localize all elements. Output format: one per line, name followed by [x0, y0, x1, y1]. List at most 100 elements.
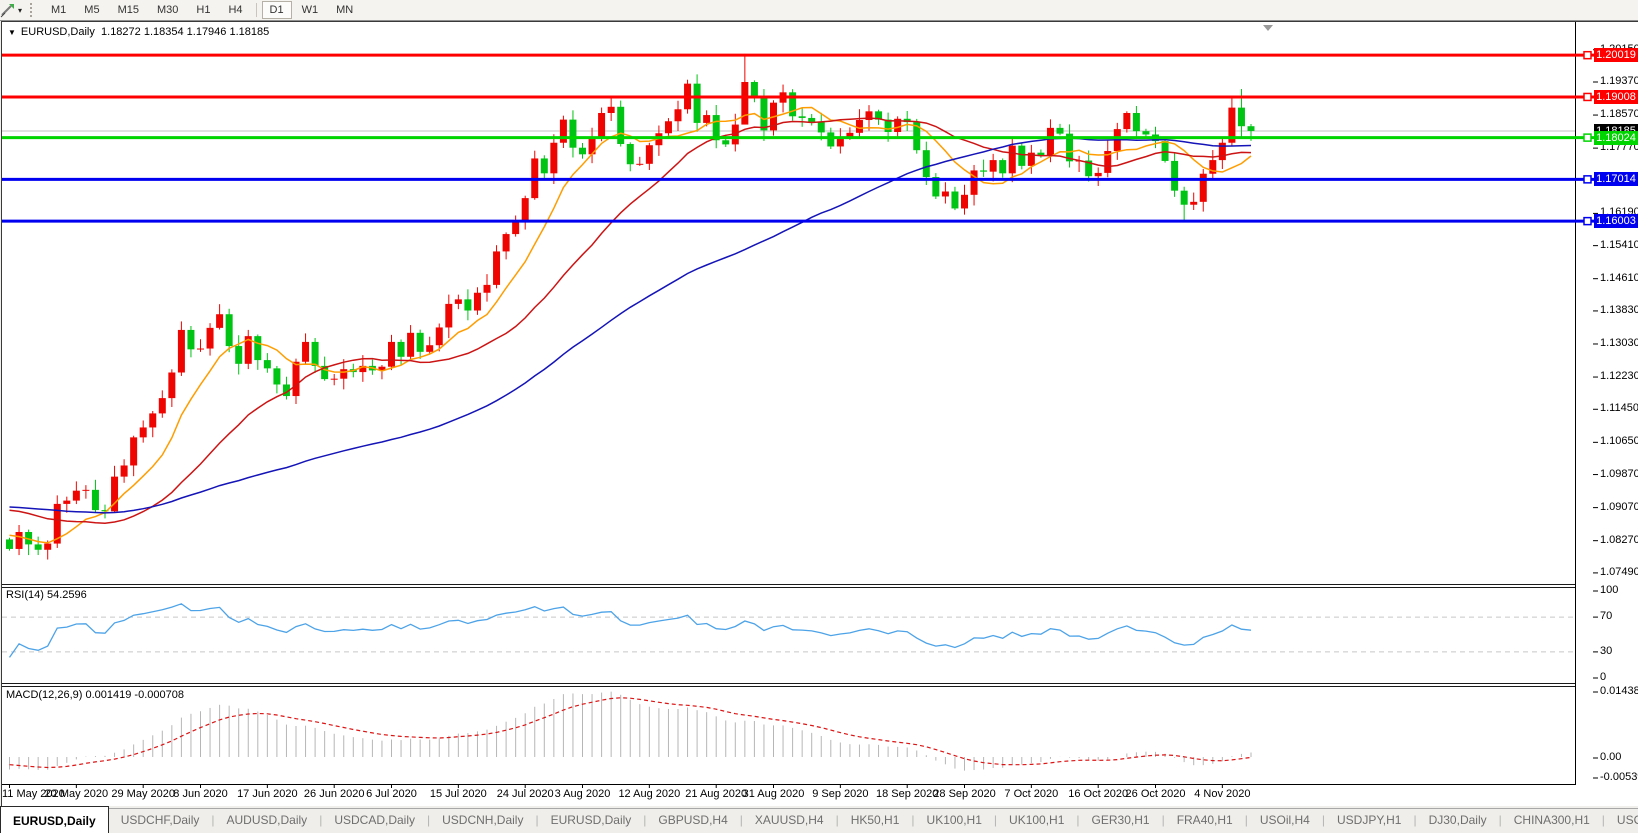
price-label-hline-3: 1.17014 [1594, 172, 1638, 187]
chart-cursor-icon[interactable] [0, 2, 16, 18]
price-axis-tick: 1.18570 [1600, 108, 1638, 121]
chart-tab-usoil-h4[interactable]: USOil,H4 [1259, 813, 1310, 827]
tab-separator: | [1413, 813, 1417, 827]
toolbar-drag-grip[interactable] [30, 3, 36, 17]
tab-separator: | [1601, 813, 1605, 827]
chart-tab-uk100-h1[interactable]: UK100,H1 [1009, 813, 1065, 827]
toolbar: ▾ M1 M5 M15 M30 H1 H4 D1 W1 MN [0, 0, 1638, 21]
date-axis-label: 6 Jul 2020 [366, 788, 417, 800]
tab-separator: | [535, 813, 539, 827]
date-axis-label: 28 Sep 2020 [933, 788, 996, 800]
price-axis-tick: 1.13030 [1600, 336, 1638, 349]
tab-separator: | [1244, 813, 1248, 827]
chart-tab-dj30-daily[interactable]: DJ30,Daily [1428, 813, 1487, 827]
date-axis-label: 11 May 2020 [2, 788, 65, 800]
date-axis-label: 4 Nov 2020 [1194, 788, 1251, 800]
date-axis-label: 18 Sep 2020 [875, 788, 939, 800]
tab-separator: | [1076, 813, 1080, 827]
date-axis-label: 20 May 2020 [44, 788, 109, 800]
date-axis-label: 29 May 2020 [111, 788, 175, 800]
timeframe-button-w1[interactable]: W1 [301, 4, 319, 16]
chart-tab-eurusd-daily[interactable]: EURUSD,Daily [550, 813, 632, 827]
tab-separator: | [643, 813, 647, 827]
date-axis-label: 15 Jul 2020 [429, 788, 487, 800]
price-axis-tick: 1.09070 [1600, 500, 1638, 513]
tab-separator: | [319, 813, 323, 827]
timeframe-button-mn[interactable]: MN [336, 4, 354, 16]
chart-title: ▼ EURUSD,Daily 1.18272 1.18354 1.17946 1.… [8, 26, 269, 38]
date-axis-label: 31 Aug 2020 [742, 788, 805, 800]
date-axis-label: 24 Jul 2020 [496, 788, 554, 800]
chart-tab-uk100-h1[interactable]: UK100,H1 [926, 813, 982, 827]
timeframe-button-m30[interactable]: M30 [156, 4, 179, 16]
rsi-pane-label: RSI(14) 54.2596 [6, 589, 87, 601]
price-axis-tick: 1.11450 [1600, 402, 1638, 415]
price-axis-tick: 1.12230 [1600, 370, 1638, 383]
chart-tab-gbpusd-h4[interactable]: GBPUSD,H4 [658, 813, 728, 827]
chart-tab-xauusd-h4[interactable]: XAUUSD,H4 [754, 813, 824, 827]
tab-separator: | [1161, 813, 1165, 827]
pane-resize-divider-macd[interactable] [2, 683, 1575, 687]
timeframe-button-h4[interactable]: H4 [228, 4, 243, 16]
price-axis-tick: 1.08270 [1600, 533, 1638, 546]
chart-tab-audusd-daily[interactable]: AUDUSD,Daily [226, 813, 308, 827]
macd-axis-tick: 0.014384 [1600, 685, 1638, 697]
timeframe-button-h1[interactable]: H1 [196, 4, 211, 16]
date-axis-label: 26 Jun 2020 [303, 788, 365, 800]
price-axis-tick: 1.07490 [1600, 565, 1638, 578]
tab-separator: | [739, 813, 743, 827]
date-axis-label: 9 Sep 2020 [812, 788, 869, 800]
date-axis-label: 12 Aug 2020 [618, 788, 681, 800]
price-axis-tick: 1.19370 [1600, 75, 1638, 87]
chart-tab-hk50-h1[interactable]: HK50,H1 [850, 813, 900, 827]
date-axis-label: 3 Aug 2020 [554, 788, 611, 800]
toolbar-separator [255, 3, 257, 17]
price-axis-tick: 1.09870 [1600, 467, 1638, 480]
chart-tab-usdjpy-h1[interactable]: USDJPY,H1 [1336, 813, 1402, 827]
chart-tab-china300-h1[interactable]: CHINA300,H1 [1513, 813, 1590, 827]
chart-tab-usdcnh-daily[interactable]: USDCNH,Daily [442, 813, 524, 827]
price-label-hline-4: 1.16003 [1594, 214, 1638, 229]
rsi-axis-tick: 0 [1600, 671, 1607, 683]
price-label-hline-1: 1.19008 [1594, 89, 1638, 104]
scroll-end-marker-icon [1263, 25, 1273, 31]
timeframe-button-m1[interactable]: M1 [51, 4, 67, 16]
price-axis-tick: 1.14610 [1600, 271, 1638, 284]
price-axis-divider [1575, 22, 1576, 784]
price-axis-tick: 1.10650 [1600, 435, 1638, 448]
tab-separator: | [427, 813, 431, 827]
tab-separator: | [993, 813, 998, 827]
price-axis-tick: 1.13830 [1600, 303, 1638, 316]
date-axis-label: 7 Oct 2020 [1004, 788, 1059, 800]
chart-tab-eurusd-daily[interactable]: EURUSD,Daily [0, 806, 109, 833]
chart-tab-fra40-h1[interactable]: FRA40,H1 [1176, 813, 1233, 827]
chart-tab-usdcad-daily[interactable]: USDCAD,Daily [334, 813, 415, 827]
rsi-axis-tick: 30 [1600, 644, 1613, 657]
date-axis-label: 26 Oct 2020 [1125, 788, 1186, 800]
chevron-down-icon[interactable]: ▾ [18, 5, 23, 15]
collapse-caret-icon[interactable]: ▼ [8, 28, 16, 37]
tab-separator: | [911, 813, 915, 827]
macd-axis-tick: -0.005396 [1600, 771, 1638, 783]
timeframe-button-m15[interactable]: M15 [117, 4, 139, 16]
price-label-hline-0: 1.20019 [1594, 48, 1638, 63]
chart-tab-bar: EURUSD,Daily USDCHF,Daily | AUDUSD,Daily | US… [0, 806, 1638, 833]
tab-separator: | [211, 813, 215, 827]
timeframe-button-d1[interactable]: D1 [261, 1, 292, 19]
date-axis-label: 8 Jun 2020 [173, 788, 228, 800]
date-axis-label: 17 Jun 2020 [237, 788, 298, 800]
date-axis-label: 16 Oct 2020 [1068, 788, 1129, 800]
chart-tab-usoil-h1[interactable]: USOil,H1 [1616, 813, 1638, 827]
ohlc-quote-label: 1.18272 1.18354 1.17946 1.18185 [101, 26, 270, 38]
tab-separator: | [835, 813, 839, 827]
tab-separator: | [1321, 813, 1325, 827]
chart-tab-ger30-h1[interactable]: GER30,H1 [1091, 813, 1150, 827]
date-axis-label: 21 Aug 2020 [685, 788, 748, 800]
timeframe-button-m5[interactable]: M5 [84, 4, 100, 16]
tab-separator: | [1498, 813, 1502, 827]
rsi-axis-tick: 100 [1600, 584, 1619, 596]
macd-pane-label: MACD(12,26,9) 0.001419 -0.000708 [6, 689, 184, 701]
chart-tab-usdchf-daily[interactable]: USDCHF,Daily [120, 813, 200, 827]
pane-resize-divider-rsi[interactable] [2, 584, 1575, 588]
